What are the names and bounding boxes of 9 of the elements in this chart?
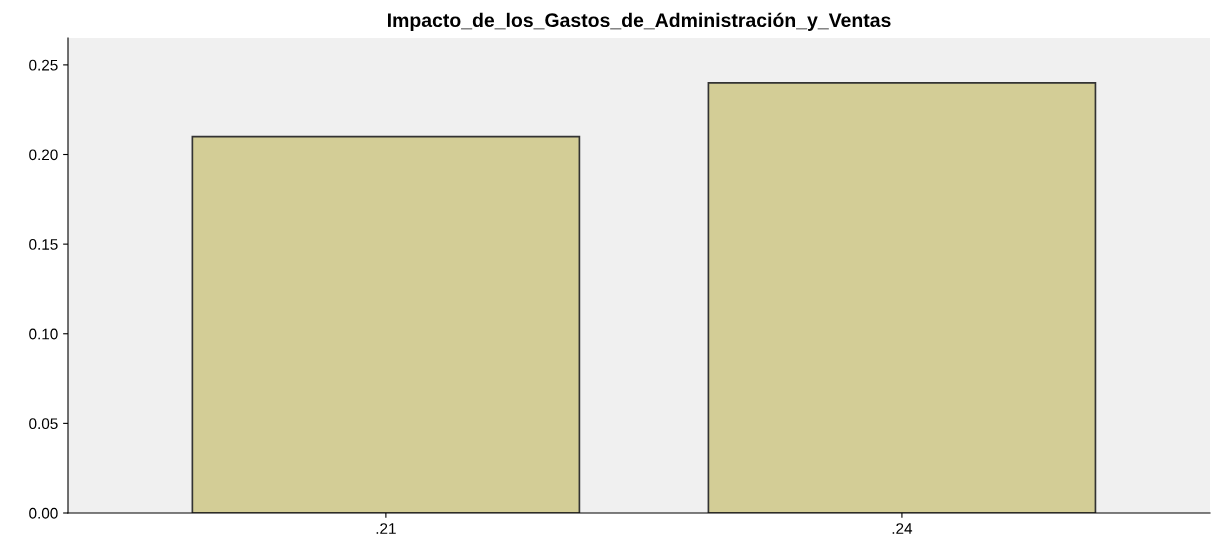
chart-title: Impacto_de_los_Gastos_de_Administración_y_Ventas bbox=[387, 12, 891, 31]
y-tick-label: 0.00 bbox=[29, 507, 58, 519]
y-tick-label: 0.05 bbox=[29, 418, 58, 430]
x-tick-label: .21 bbox=[376, 523, 396, 534]
x-tick-label: .24 bbox=[892, 523, 913, 534]
y-tick-label: 0.15 bbox=[29, 239, 58, 250]
y-tick-label: 0.25 bbox=[29, 59, 58, 71]
y-tick-label: 0.20 bbox=[29, 149, 58, 161]
y-tick-label: 0.10 bbox=[29, 328, 58, 340]
